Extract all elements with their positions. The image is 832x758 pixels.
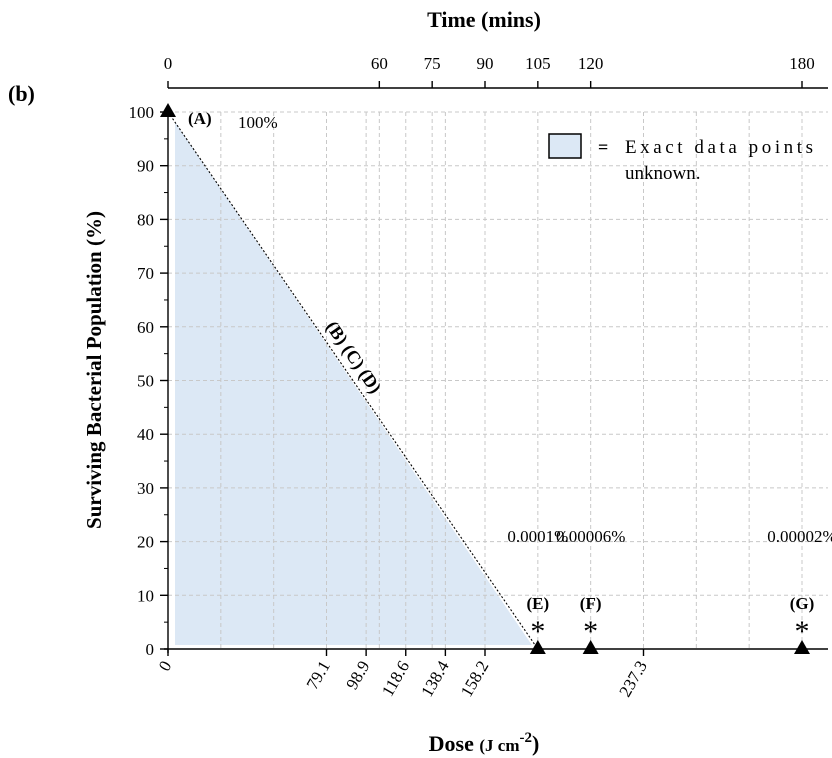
significance-star-F: *	[583, 615, 598, 648]
legend-equals: =	[598, 137, 608, 157]
dotted-decline-line	[167, 111, 539, 650]
top-axis-title: Time (mins)	[427, 7, 541, 32]
significance-star-E: *	[530, 615, 545, 648]
legend-swatch	[548, 133, 582, 159]
y-tick-label: 20	[137, 533, 154, 552]
shade-layer	[175, 122, 532, 645]
y-tick-label: 40	[137, 425, 154, 444]
top-tick-label: 105	[525, 54, 551, 73]
significance-star-G: *	[795, 615, 810, 648]
bottom-axis-title-main: Dose	[429, 731, 474, 756]
bottom-axis-title: Dose (J cm-2)	[429, 730, 540, 756]
point-label-A: (A)	[188, 109, 212, 128]
y-tick-label: 10	[137, 586, 154, 605]
data-point-marker-F	[582, 639, 599, 654]
bottom-axis-title-exp: -2	[520, 730, 533, 746]
top-tick-label: 0	[164, 54, 173, 73]
bottom-tick-label: 0	[155, 658, 176, 675]
point-label-G: (G)	[790, 594, 815, 613]
y-tick-label: 70	[137, 264, 154, 283]
y-tick-label: 60	[137, 318, 154, 337]
bottom-tick-label: 118.6	[378, 658, 413, 700]
series-layer	[160, 103, 810, 654]
bottom-tick-label: 237.3	[615, 658, 651, 701]
data-point-marker-G	[794, 639, 810, 654]
y-tick-label: 30	[137, 479, 154, 498]
y-tick-label: 80	[137, 210, 154, 229]
y-tick-label: 90	[137, 157, 154, 176]
legend-text-line1: Exact data points	[625, 137, 813, 158]
bottom-tick-label: 158.2	[457, 658, 493, 701]
point-pct-label-A: 100%	[238, 113, 278, 132]
y-tick-label: 100	[129, 103, 155, 122]
legend: = Exact data points unknown.	[548, 133, 813, 184]
bottom-axis-title-close: )	[532, 731, 539, 756]
point-pct-label-F: 0.00006%	[556, 527, 625, 546]
shaded-region	[175, 122, 532, 645]
top-tick-label: 60	[371, 54, 388, 73]
bottom-tick-label: 138.4	[417, 657, 453, 700]
bottom-tick-label: 98.9	[342, 658, 373, 693]
grid-layer	[168, 111, 828, 650]
point-pct-label-E: 0.0001%	[507, 527, 568, 546]
data-point-marker-A	[160, 103, 176, 117]
top-tick-label: 180	[789, 54, 815, 73]
point-label-F: (F)	[580, 594, 602, 613]
top-tick-label: 90	[477, 54, 494, 73]
point-pct-label-G: 0.00002%	[767, 527, 832, 546]
data-point-marker-E	[529, 639, 546, 654]
bottom-tick-label: 79.1	[303, 658, 334, 693]
y-tick-label: 0	[146, 640, 155, 659]
bottom-axis-title-unit: (J cm	[479, 736, 519, 755]
y-tick-label: 50	[137, 372, 154, 391]
point-label-E: (E)	[526, 594, 549, 613]
legend-text-line2: unknown.	[625, 163, 700, 184]
y-axis-title: Surviving Bacterial Population (%)	[82, 211, 106, 529]
axes-layer: 0 10 20 30 40 50 60 70 80 90 100 0 60 75 90 105 120 180 0 7…	[129, 54, 828, 701]
top-tick-label: 120	[578, 54, 604, 73]
top-tick-label: 75	[424, 54, 441, 73]
panel-label: (b)	[8, 81, 35, 106]
